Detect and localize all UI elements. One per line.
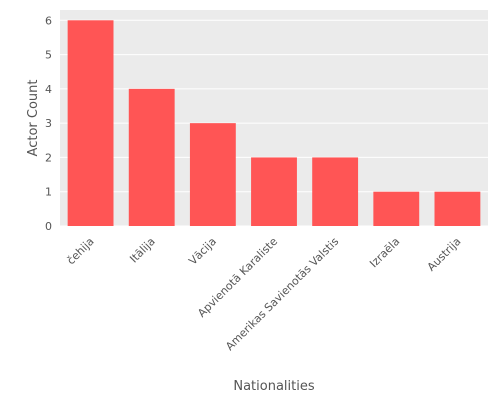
x-tick-label: Itālija <box>127 235 158 266</box>
y-tick-label: 2 <box>45 151 52 164</box>
x-tick-label: čehija <box>64 235 96 267</box>
y-axis-ticks: 0 1 2 3 4 5 6 <box>45 14 52 233</box>
y-tick-label: 5 <box>45 49 52 62</box>
y-tick-label: 4 <box>45 83 52 96</box>
bar <box>312 157 359 226</box>
y-tick-label: 6 <box>45 14 52 27</box>
bar <box>373 191 420 226</box>
bars <box>67 20 481 226</box>
y-tick-label: 3 <box>45 117 52 130</box>
x-tick-label: Izraēla <box>367 235 402 270</box>
x-tick-label: Austrija <box>425 235 464 274</box>
bar <box>128 88 175 226</box>
bar <box>67 20 114 226</box>
y-tick-label: 1 <box>45 186 52 199</box>
x-axis-title: Nationalities <box>233 379 314 394</box>
x-tick-label: Vācija <box>186 235 219 268</box>
bar <box>434 191 481 226</box>
bar <box>189 123 236 226</box>
y-axis-title: Actor Count <box>26 80 41 157</box>
y-tick-label: 0 <box>45 220 52 233</box>
x-tick-label: Amerikas Savienotās Valstis <box>223 235 341 353</box>
bar <box>251 157 297 226</box>
